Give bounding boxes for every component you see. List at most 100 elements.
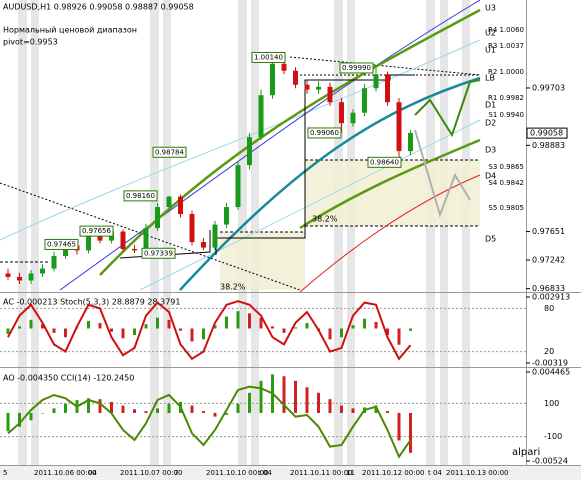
price-label-box <box>141 247 176 259</box>
histogram-bar <box>340 405 343 413</box>
histogram-bar <box>18 412 21 427</box>
price-label-box <box>123 190 158 202</box>
candle-body <box>143 228 149 251</box>
candle-body <box>385 74 390 103</box>
x-tick-label: t 04 <box>258 469 272 477</box>
histogram-bar <box>121 328 125 339</box>
candle-body <box>327 86 333 103</box>
pivot-label: S4 0.9842 <box>488 179 524 187</box>
x-tick-label: 11 <box>346 469 355 477</box>
histogram-bar <box>351 325 355 329</box>
histogram-bar <box>236 311 240 329</box>
x-tick-label: 04 <box>88 469 97 477</box>
channels <box>0 0 481 293</box>
histogram-bar <box>41 324 44 329</box>
price-label: 0.99990 <box>342 64 371 72</box>
candle-body <box>120 231 126 250</box>
last-price-label: 0.99058 <box>530 129 563 138</box>
y-tick-label: 0.004465 <box>532 368 570 377</box>
candle-body <box>155 207 160 229</box>
price-label: 0.97339 <box>144 249 173 257</box>
histogram-bar <box>144 324 148 329</box>
candle-body <box>201 242 206 248</box>
price-label-box <box>44 238 79 250</box>
x-tick-label: 2011.10.07 00:00 <box>120 469 182 477</box>
histogram-bar <box>64 328 67 338</box>
histogram-bar <box>144 411 148 413</box>
candle-body <box>28 273 34 281</box>
histogram-bar <box>225 316 228 329</box>
channel-label: U3 <box>485 4 496 13</box>
price-label: 1.00140 <box>254 53 283 61</box>
histogram-bar <box>64 403 67 413</box>
price-label-box <box>367 156 402 168</box>
y2-tick-label: -100 <box>544 432 562 441</box>
price-label-box <box>339 62 374 74</box>
y-tick-label: 0.98883 <box>532 141 565 150</box>
histogram-bar <box>167 403 171 413</box>
price-label-box <box>251 51 286 63</box>
x-tick-label: 7 <box>174 469 178 477</box>
channel-label: D4 <box>485 172 496 181</box>
price-label: 0.99060 <box>310 129 339 137</box>
candle-body <box>316 86 321 90</box>
candle-body <box>63 245 68 256</box>
histogram-bar <box>305 387 309 413</box>
y-tick-label: -0.00319 <box>532 359 568 368</box>
panel-title: AC -0.000213 Stoch(5,3,3) 28.8879 28.379… <box>3 298 181 307</box>
candle-body <box>40 268 45 274</box>
histogram-bar <box>52 408 56 413</box>
candle-body <box>212 224 218 248</box>
candle-body <box>224 207 229 225</box>
histogram-bar <box>248 313 251 329</box>
subtitle: Нормальный ценовой диапазон <box>3 26 137 35</box>
channel-label: D5 <box>485 235 496 244</box>
histogram-bar <box>156 408 159 413</box>
histogram-bar <box>29 319 33 329</box>
candle-body <box>396 102 402 152</box>
y-tick-label: 0.96833 <box>532 284 565 293</box>
candle-body <box>293 70 298 85</box>
histogram-bar <box>409 412 412 453</box>
y2-tick-label: 80 <box>544 304 554 313</box>
histogram-bar <box>202 328 205 340</box>
fib-label: 38.2% <box>220 283 246 292</box>
histogram-bar <box>294 380 297 413</box>
histogram-bar <box>213 412 217 417</box>
histogram-bar <box>282 328 286 333</box>
fib-label: 38.2% <box>312 215 338 224</box>
price-label: 0.97656 <box>82 227 111 235</box>
histogram-bar <box>236 403 240 413</box>
time-axis-bg <box>0 466 581 480</box>
x-tick-label: t 04 <box>428 469 442 477</box>
candle-body <box>86 235 91 251</box>
candle-body <box>408 132 413 152</box>
price-label-box <box>152 146 187 158</box>
histogram-bar <box>225 412 228 415</box>
histogram-bar <box>202 411 205 413</box>
y2-tick-label: 100 <box>544 399 559 408</box>
candle-body <box>362 88 367 113</box>
histogram-bar <box>409 328 412 331</box>
candle-body <box>189 214 195 243</box>
histogram-bar <box>87 398 90 413</box>
histogram-bar <box>179 328 182 331</box>
histogram-bar <box>305 323 309 329</box>
histogram-bar <box>374 322 378 329</box>
pivot-label: R3 1.0037 <box>488 42 524 50</box>
pivot-label: S3 0.9865 <box>488 163 524 171</box>
candle-body <box>304 84 310 90</box>
histogram-bar <box>98 399 102 413</box>
histogram-bar <box>386 328 389 335</box>
candle-body <box>373 74 379 89</box>
histogram-bar <box>121 405 125 413</box>
x-tick-label: 2011.10.06 00:00 <box>34 469 96 477</box>
histogram-bar <box>52 328 56 333</box>
candle-body <box>178 196 183 215</box>
histogram-bar <box>294 327 297 329</box>
histogram-bar <box>110 401 113 413</box>
histogram-bar <box>6 412 10 432</box>
x-tick-label: 2011.10.10 00:00 <box>206 469 268 477</box>
price-label: 0.98784 <box>155 148 184 156</box>
